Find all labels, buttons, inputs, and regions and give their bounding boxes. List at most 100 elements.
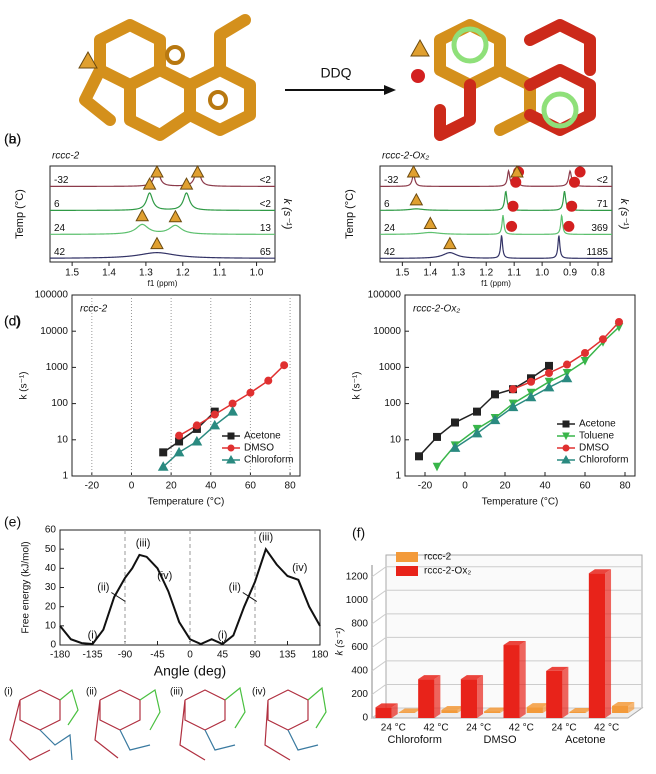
triangle-marker: [168, 209, 183, 223]
x-tick-label: 42 °C: [594, 723, 619, 734]
bar: [375, 707, 392, 718]
triangle-marker: [150, 236, 164, 250]
y2-axis-label: k (s⁻¹): [618, 199, 630, 230]
x-tick-label: 90: [249, 650, 261, 661]
bar-top: [460, 675, 484, 680]
bar-side: [391, 703, 398, 718]
y-axis-label: k (s⁻¹): [335, 627, 346, 655]
triangle-marker: [142, 177, 157, 190]
plot-frame: [49, 165, 276, 263]
triangle-marker: [78, 50, 98, 69]
panel-label: (a): [4, 131, 21, 147]
circle-marker: [411, 69, 425, 83]
bar-top: [546, 666, 569, 671]
triangle-marker: [190, 164, 205, 178]
x-axis-label: f1 (ppm): [148, 279, 178, 288]
x-tick-label: -20: [85, 481, 100, 492]
x-tick-label: 1.1: [213, 268, 227, 279]
data-point: [489, 414, 501, 425]
y-tick-label: 60: [45, 525, 57, 536]
rate-label: 1185: [586, 247, 608, 258]
x-tick-label: 60: [245, 481, 257, 492]
legend-marker: [227, 444, 235, 452]
bar: [441, 710, 458, 713]
plot-frame: [379, 165, 613, 263]
x-tick-label: 42 °C: [423, 723, 448, 734]
y-tick: [371, 589, 387, 601]
spectrum-trace: [49, 223, 275, 235]
data-point: [506, 220, 518, 232]
x-tick-label: 1.4: [423, 268, 437, 279]
group-label: Acetone: [565, 734, 605, 746]
plot-frame: [404, 294, 636, 477]
bar: [546, 670, 563, 718]
rate-label: <2: [260, 199, 272, 210]
data-point: [510, 176, 522, 188]
panel-label: (e): [4, 514, 21, 530]
x-tick-label: 24 °C: [381, 723, 406, 734]
legend-label: Chloroform: [244, 455, 293, 466]
data-point: [173, 446, 185, 457]
data-point: [432, 462, 442, 472]
y-axis-label: Temp (°C): [344, 189, 356, 239]
x-tick-label: 1.5: [395, 268, 409, 279]
spectrum-trace: [50, 166, 275, 187]
molecule-after: [434, 19, 596, 141]
data-point: [264, 376, 273, 385]
y-tick: [371, 660, 387, 672]
bar-side: [605, 569, 612, 718]
x-tick-label: 24 °C: [466, 723, 491, 734]
annotation: (ii): [97, 581, 109, 593]
x-tick-label: 1.2: [176, 268, 190, 279]
temperature-label: 6: [54, 199, 60, 210]
x-tick-label: 80: [619, 481, 631, 492]
data-point: [175, 431, 184, 440]
legend-label: Acetone: [579, 419, 616, 430]
x-tick-label: 1.2: [479, 268, 493, 279]
data-point: [473, 407, 481, 416]
bar-top: [503, 641, 526, 646]
structure-label: (iii): [170, 687, 183, 698]
y-tick-label: 10000: [40, 326, 68, 337]
x-tick-label: 40: [539, 481, 551, 492]
x-tick-label: 1.0: [250, 268, 264, 279]
legend-label: Chloroform: [579, 455, 628, 466]
bar-side: [519, 641, 526, 718]
y-tick-label: 600: [351, 642, 368, 653]
legend-marker: [227, 432, 235, 440]
rate-label: 71: [597, 199, 609, 210]
x-tick-label: 1.1: [507, 268, 521, 279]
panel-label: (b): [4, 131, 21, 147]
bar: [418, 679, 435, 718]
structure-label: (ii): [86, 687, 97, 698]
y-tick-label: 1: [395, 471, 401, 482]
bar: [526, 707, 543, 713]
legend-marker: [562, 444, 570, 452]
bar-top: [418, 675, 441, 680]
y-tick: [371, 566, 387, 578]
panel-title: rccc-2-Ox₂: [413, 304, 460, 315]
x-tick-label: 42 °C: [509, 723, 534, 734]
bar-side: [477, 675, 484, 718]
y-tick-label: 50: [45, 544, 57, 555]
legend-label: Acetone: [244, 431, 281, 442]
panel-label: (c): [4, 313, 20, 329]
data-point: [545, 369, 553, 378]
x-tick-label: -90: [118, 650, 133, 661]
x-tick-label: 0: [187, 650, 193, 661]
rate-label: 13: [260, 223, 272, 234]
data-point: [210, 410, 219, 419]
legend-label: DMSO: [579, 443, 609, 454]
data-point: [568, 176, 580, 188]
data-point: [491, 390, 499, 399]
x-tick-label: 40: [205, 481, 217, 492]
data-point: [246, 388, 255, 397]
annotation: (iii): [258, 532, 273, 544]
y-tick-label: 100: [384, 398, 401, 409]
x-tick-label: 80: [285, 481, 297, 492]
data-point: [449, 442, 461, 452]
bar-top: [612, 701, 635, 706]
triangle-marker: [443, 236, 457, 250]
y-tick-label: 0: [362, 713, 368, 724]
triangle-marker: [135, 208, 150, 222]
